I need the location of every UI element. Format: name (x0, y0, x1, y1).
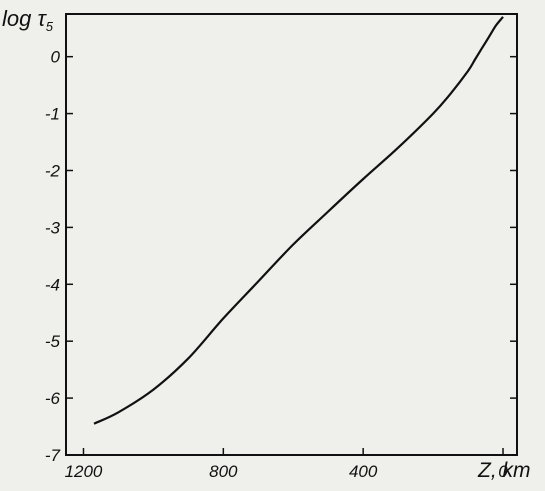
y-tick-label: 0 (51, 48, 61, 67)
x-tick-label: 400 (349, 462, 378, 481)
y-axis-label-base: log τ (2, 6, 47, 31)
y-tick-label: -6 (45, 389, 61, 408)
plot-frame (65, 13, 518, 456)
y-tick-label: -1 (45, 105, 60, 124)
y-axis-label-subscript: 5 (46, 19, 54, 34)
series-line (93, 16, 504, 425)
x-axis-label: Z, km (477, 459, 531, 482)
y-tick-label: -4 (45, 275, 60, 294)
y-tick-label: -5 (45, 332, 61, 351)
y-tick-label: -2 (45, 161, 61, 180)
x-axis-ticks: 1200 800 400 0 (65, 448, 508, 481)
y-axis-label: log τ5 (2, 6, 54, 34)
y-axis-ticks: 0 -1 -2 -3 -4 -5 -6 -7 (45, 48, 517, 465)
x-tick-label: 0 (498, 462, 508, 481)
x-tick-label: 800 (209, 462, 238, 481)
x-tick-label: 1200 (65, 462, 103, 481)
y-tick-label: -3 (45, 218, 61, 237)
y-tick-label: -7 (45, 446, 61, 465)
